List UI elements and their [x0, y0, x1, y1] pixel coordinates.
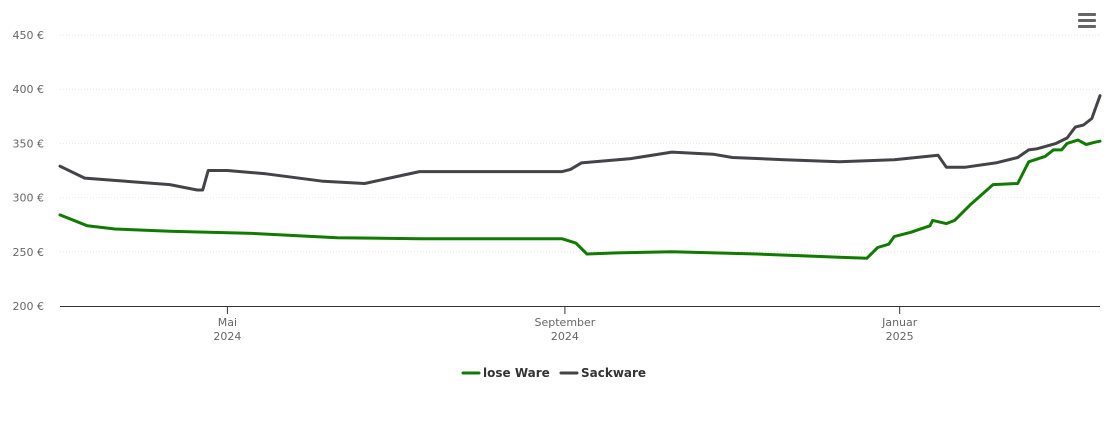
y-tick-label: 200 €	[13, 300, 45, 313]
y-axis-ticks: 200 € 250 € 300 € 350 € 400 € 450 €	[13, 29, 45, 313]
y-tick-label: 400 €	[13, 83, 45, 96]
x-tick-label: Mai	[218, 316, 237, 329]
grid-lines	[60, 34, 1100, 253]
legend-label: Sackware	[581, 366, 646, 380]
y-tick-label: 450 €	[13, 29, 45, 42]
series-lines	[58, 94, 1102, 260]
legend[interactable]: lose Ware Sackware	[461, 366, 646, 380]
legend-item[interactable]: Sackware	[559, 366, 646, 380]
legend-item[interactable]: lose Ware	[461, 366, 550, 380]
hamburger-menu-icon[interactable]	[1074, 10, 1100, 34]
x-tick-year: 2024	[551, 330, 579, 343]
x-tick-label: Januar	[881, 316, 918, 329]
legend-label: lose Ware	[483, 366, 550, 380]
y-tick-label: 250 €	[13, 246, 45, 259]
menu-bar	[1078, 13, 1096, 16]
x-tick-label: September	[535, 316, 596, 329]
x-tick-year: 2025	[886, 330, 914, 343]
x-tick-year: 2024	[213, 330, 241, 343]
y-tick-label: 350 €	[13, 137, 45, 150]
series-line[interactable]	[58, 138, 1102, 260]
y-tick-label: 300 €	[13, 192, 45, 205]
menu-bar	[1078, 25, 1096, 28]
menu-bar	[1078, 19, 1096, 22]
series-line[interactable]	[58, 94, 1102, 192]
